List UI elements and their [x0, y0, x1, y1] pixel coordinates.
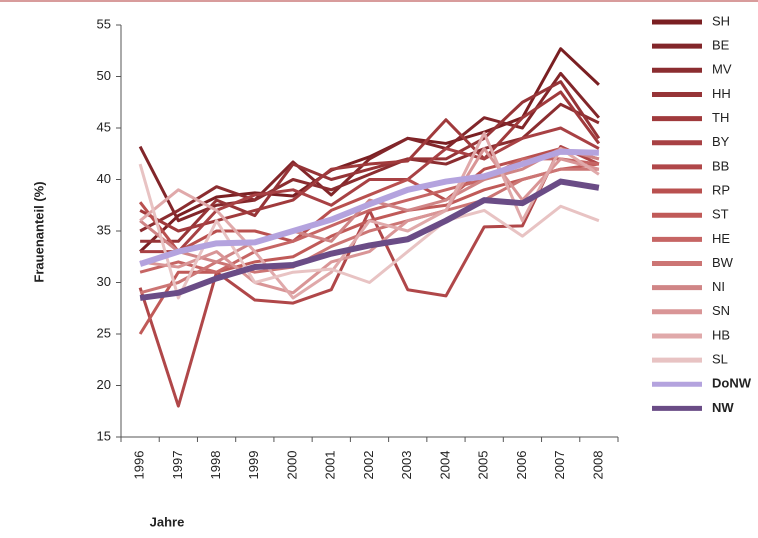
legend-label: HH [712, 86, 731, 101]
series-line [139, 157, 600, 274]
series-line [139, 178, 600, 301]
legend-label: ST [712, 207, 729, 222]
x-tick-label: 1998 [208, 451, 223, 480]
legend-label: RP [712, 182, 730, 197]
y-tick-label: 55 [97, 16, 111, 31]
x-tick-label: 2003 [399, 451, 414, 480]
x-tick-label: 1999 [246, 451, 261, 480]
y-tick-label: 45 [97, 119, 111, 134]
x-tick-label: 2006 [514, 451, 529, 480]
x-tick-label: 1997 [170, 451, 185, 480]
y-axis-label: Frauenanteil (%) [31, 181, 46, 282]
series-line [138, 163, 600, 300]
x-tick-label: 1996 [132, 451, 147, 480]
legend-label: NI [712, 279, 725, 294]
legend-label: SN [712, 303, 730, 318]
x-tick-label: 2002 [361, 451, 376, 480]
legend-label: HB [712, 327, 730, 342]
legend-label: BE [712, 38, 730, 53]
legend-label: BY [712, 134, 730, 149]
legend-label: BB [712, 158, 729, 173]
x-tick-label: 2007 [552, 451, 567, 480]
series-line [139, 131, 600, 300]
legend-label: DoNW [712, 376, 752, 391]
y-tick-label: 30 [97, 274, 111, 289]
series-line [138, 162, 600, 335]
series-line [140, 80, 601, 243]
y-tick-label: 35 [97, 222, 111, 237]
x-tick-label: 2001 [323, 451, 338, 480]
legend-label: MV [712, 62, 732, 77]
y-tick-label: 15 [97, 428, 111, 443]
x-tick-label: 2004 [437, 451, 452, 480]
x-tick-label: 2008 [590, 451, 605, 480]
series-line [139, 148, 599, 267]
series-line [138, 145, 600, 408]
legend-label: TH [712, 110, 729, 125]
y-tick-label: 20 [97, 377, 111, 392]
legend-label: SL [712, 352, 728, 367]
legend-label: HE [712, 231, 730, 246]
series-line [138, 71, 601, 223]
x-axis-label: Jahre [150, 514, 185, 529]
y-tick-label: 40 [97, 171, 111, 186]
y-tick-label: 25 [97, 325, 111, 340]
series-line [139, 147, 600, 264]
legend-label: BW [712, 255, 734, 270]
y-tick-label: 50 [97, 68, 111, 83]
legend-label: SH [712, 13, 730, 28]
x-tick-label: 2005 [476, 451, 491, 480]
x-tick-label: 2000 [284, 451, 299, 480]
legend-label: NW [712, 400, 734, 415]
